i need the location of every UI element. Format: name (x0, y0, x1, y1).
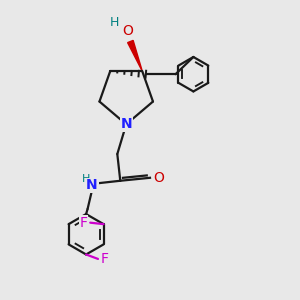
Text: H: H (109, 16, 119, 29)
Text: O: O (154, 171, 164, 185)
Text: F: F (80, 216, 88, 230)
Text: N: N (86, 178, 98, 192)
Polygon shape (128, 40, 142, 71)
Text: H: H (82, 174, 90, 184)
Text: F: F (100, 252, 109, 266)
Text: N: N (120, 117, 132, 131)
Text: O: O (122, 24, 133, 38)
